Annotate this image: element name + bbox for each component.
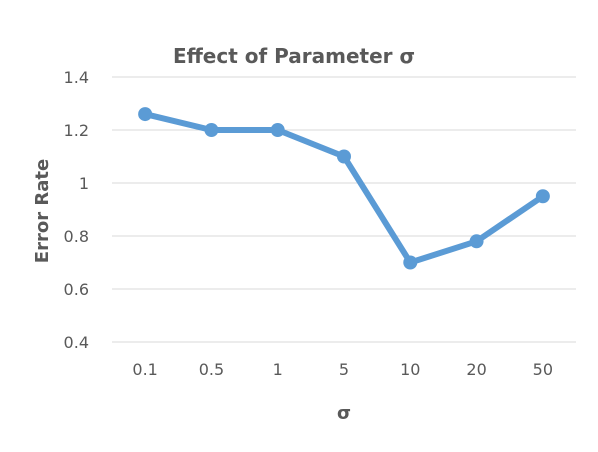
- y-tick-label: 0.6: [64, 280, 89, 299]
- x-tick-label: 0.5: [199, 360, 224, 379]
- y-gridlines: [112, 76, 576, 343]
- data-point: [270, 123, 285, 137]
- data-point: [337, 149, 351, 164]
- y-axis-ticks: 0.4 0.6 0.8 1 1.2 1.4: [64, 68, 89, 352]
- x-axis-ticks: 0.1 0.5 1 5 10 20 50: [132, 360, 553, 379]
- series-layer: [138, 107, 550, 270]
- y-axis-label: Error Rate: [32, 159, 53, 263]
- x-tick-label: 5: [339, 360, 349, 379]
- x-tick-label: 0.1: [132, 360, 157, 379]
- x-tick-label: 20: [466, 360, 486, 379]
- y-tick-label: 1: [79, 174, 89, 193]
- x-axis-label: σ: [337, 403, 351, 424]
- y-tick-label: 0.4: [64, 333, 89, 352]
- data-point: [138, 107, 153, 122]
- data-point: [403, 255, 418, 270]
- x-tick-label: 1: [273, 360, 283, 379]
- y-tick-label: 1.2: [64, 121, 89, 140]
- x-tick-label: 10: [400, 360, 420, 379]
- y-tick-label: 0.8: [64, 227, 89, 246]
- data-point: [469, 234, 484, 249]
- y-tick-label: 1.4: [64, 68, 89, 87]
- data-point: [204, 123, 219, 137]
- chart-title: Effect of Parameter σ: [173, 44, 415, 68]
- data-point: [535, 189, 550, 204]
- x-tick-label: 50: [533, 360, 553, 379]
